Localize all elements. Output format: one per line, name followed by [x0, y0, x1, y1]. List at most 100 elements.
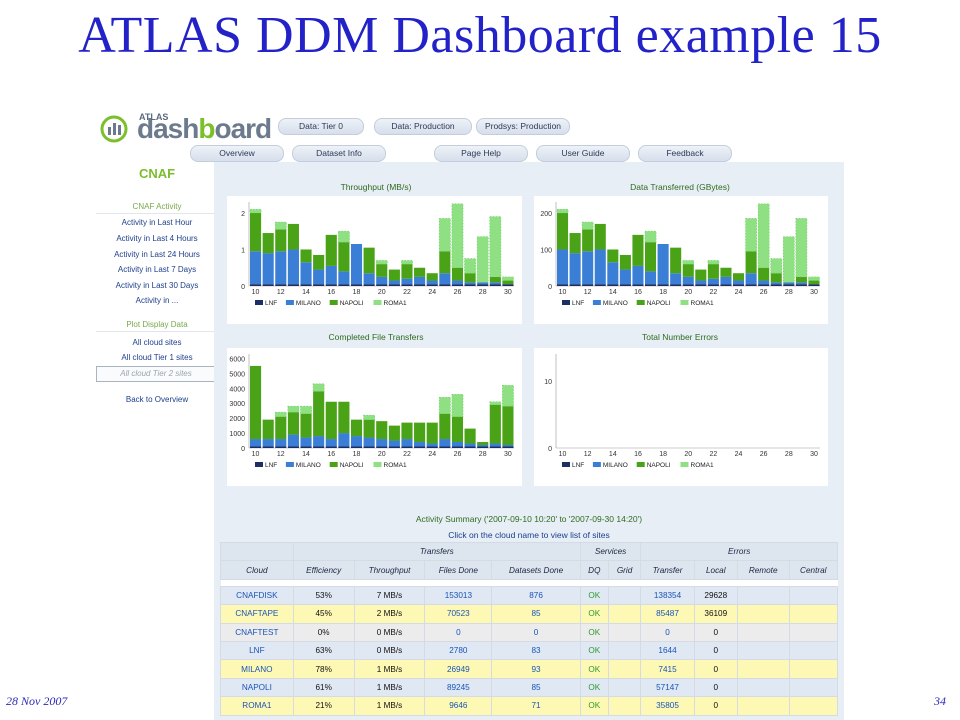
cell-files-done[interactable]: 2780: [424, 640, 493, 661]
cell-throughput: 1 MB/s: [353, 696, 426, 716]
cell-cloud[interactable]: ROMA1: [220, 696, 294, 716]
cell-cloud[interactable]: CNAFDISK: [220, 585, 294, 606]
cell-transfer[interactable]: 0: [640, 622, 695, 642]
bar-napoli: [707, 264, 719, 279]
chart-completed-transfers: 0 1000 2000 3000 4000 5000 6000 10 12 14 16 18 20 22 2…: [227, 348, 522, 486]
bar-lnf: [300, 284, 312, 286]
cell-cloud[interactable]: LNF: [220, 640, 294, 661]
cell-remote: [736, 696, 790, 716]
cell-datasets-done[interactable]: 71: [491, 696, 581, 716]
cell-dq: OK: [579, 585, 609, 606]
cell-transfer[interactable]: 35805: [640, 696, 695, 716]
cell-transfer[interactable]: 57147: [640, 677, 695, 698]
sidebar-item-last-hour[interactable]: Activity in Last Hour: [121, 218, 193, 227]
legend-label-napoli: NAPOLI: [647, 300, 671, 307]
nav-user-guide[interactable]: User Guide: [536, 145, 630, 162]
bar-napoli: [733, 273, 745, 281]
cell-datasets-done[interactable]: 876: [491, 585, 581, 606]
bar-lnf: [388, 446, 400, 448]
legend-label-lnf: LNF: [265, 462, 277, 469]
bar-lnf: [783, 284, 795, 286]
legend-swatch-milano: [592, 462, 601, 467]
nav-dataset-info[interactable]: Dataset Info: [292, 145, 386, 162]
dashboard-logo[interactable]: ATLAS dashboard: [99, 110, 272, 144]
cell-datasets-done[interactable]: 85: [491, 677, 581, 698]
bar-lnf: [720, 284, 732, 286]
cell-datasets-done[interactable]: 93: [491, 659, 581, 679]
cell-files-done[interactable]: 70523: [424, 604, 493, 624]
sidebar-item-last-4-hours[interactable]: Activity in Last 4 Hours: [116, 234, 198, 243]
sidebar-item-custom[interactable]: Activity in ...: [135, 296, 179, 305]
bar-lnf: [414, 446, 426, 448]
bar-milano: [464, 282, 476, 285]
bar-lnf: [313, 446, 325, 448]
tab-prodsys-production[interactable]: Prodsys: Production: [476, 118, 570, 135]
bar-lnf: [502, 446, 514, 448]
cell-transfer[interactable]: 7415: [640, 659, 695, 679]
tab-data-production[interactable]: Data: Production: [374, 118, 472, 135]
sidebar-item-last-30-days[interactable]: Activity in Last 30 Days: [115, 281, 199, 290]
cell-datasets-done[interactable]: 83: [491, 640, 581, 661]
column-header-datasets-done: Datasets Done: [491, 560, 581, 580]
bar-roma1: [707, 260, 720, 265]
legend-swatch-napoli: [329, 300, 338, 305]
bar-napoli: [489, 404, 501, 444]
cell-files-done[interactable]: 153013: [424, 585, 493, 606]
bar-milano: [464, 443, 476, 447]
tab-data-tier0[interactable]: Data: Tier 0: [278, 118, 364, 135]
x-tick-label: 24: [735, 289, 743, 296]
x-tick-label: 10: [559, 289, 567, 296]
bar-lnf: [250, 446, 262, 448]
cell-files-done[interactable]: 0: [424, 622, 493, 642]
bar-lnf: [401, 284, 413, 286]
cell-files-done[interactable]: 9646: [424, 696, 493, 716]
cell-local: 0: [693, 659, 738, 679]
cell-datasets-done[interactable]: 0: [491, 622, 581, 642]
sidebar-back-to-overview[interactable]: Back to Overview: [125, 395, 189, 404]
legend-label-lnf: LNF: [265, 300, 277, 307]
sidebar-item-tier1-sites[interactable]: All cloud Tier 1 sites: [121, 353, 193, 362]
cell-cloud[interactable]: MILANO: [220, 659, 294, 679]
bar-roma1: [451, 393, 464, 417]
cell-datasets-done[interactable]: 85: [491, 604, 581, 624]
cell-transfer[interactable]: 85487: [640, 604, 695, 624]
sidebar-item-tier2-sites[interactable]: All cloud Tier 2 sites: [96, 366, 216, 382]
bar-milano: [262, 439, 274, 447]
x-tick-label: 16: [634, 451, 642, 458]
bar-napoli: [275, 229, 287, 252]
nav-feedback[interactable]: Feedback: [638, 145, 732, 162]
bar-milano: [300, 262, 312, 285]
cell-cloud[interactable]: NAPOLI: [220, 677, 294, 698]
cell-cloud[interactable]: CNAFTAPE: [220, 604, 294, 624]
bar-napoli: [300, 249, 312, 263]
bar-napoli: [250, 365, 262, 440]
bar-lnf: [707, 284, 719, 286]
group-transfers: Transfers: [292, 541, 581, 562]
cell-transfer[interactable]: 1644: [640, 640, 695, 661]
bar-milano: [477, 282, 489, 285]
legend-swatch-napoli: [636, 300, 645, 305]
sidebar-item-all-cloud-sites[interactable]: All cloud sites: [132, 338, 182, 347]
sidebar-item-last-24-hours[interactable]: Activity in Last 24 Hours: [114, 250, 200, 259]
bar-roma1: [451, 203, 464, 269]
bar-roma1: [556, 209, 569, 214]
bar-lnf: [451, 446, 464, 448]
x-tick-label: 14: [609, 451, 617, 458]
cell-cloud[interactable]: CNAFTEST: [220, 622, 294, 642]
nav-overview[interactable]: Overview: [190, 145, 284, 162]
cell-transfer[interactable]: 138354: [640, 585, 695, 606]
nav-page-help[interactable]: Page Help: [434, 145, 528, 162]
cell-files-done[interactable]: 26949: [424, 659, 493, 679]
table-row: CNAFDISK 53% 7 MB/s 153013 876 OK 138354 29628: [220, 585, 838, 606]
column-header-throughput: Throughput: [353, 560, 426, 580]
bar-lnf: [569, 284, 581, 286]
table-row: CNAFTEST 0% 0 MB/s 0 0 OK 0 0: [220, 622, 838, 642]
bar-roma1: [795, 218, 808, 278]
bar-lnf: [770, 284, 782, 286]
x-tick-label: 22: [403, 451, 411, 458]
legend-swatch-lnf: [255, 300, 263, 305]
sidebar-item-last-7-days[interactable]: Activity in Last 7 Days: [117, 265, 197, 274]
cell-files-done[interactable]: 89245: [424, 677, 493, 698]
legend-label-napoli: NAPOLI: [647, 462, 671, 469]
bar-milano: [388, 440, 400, 447]
